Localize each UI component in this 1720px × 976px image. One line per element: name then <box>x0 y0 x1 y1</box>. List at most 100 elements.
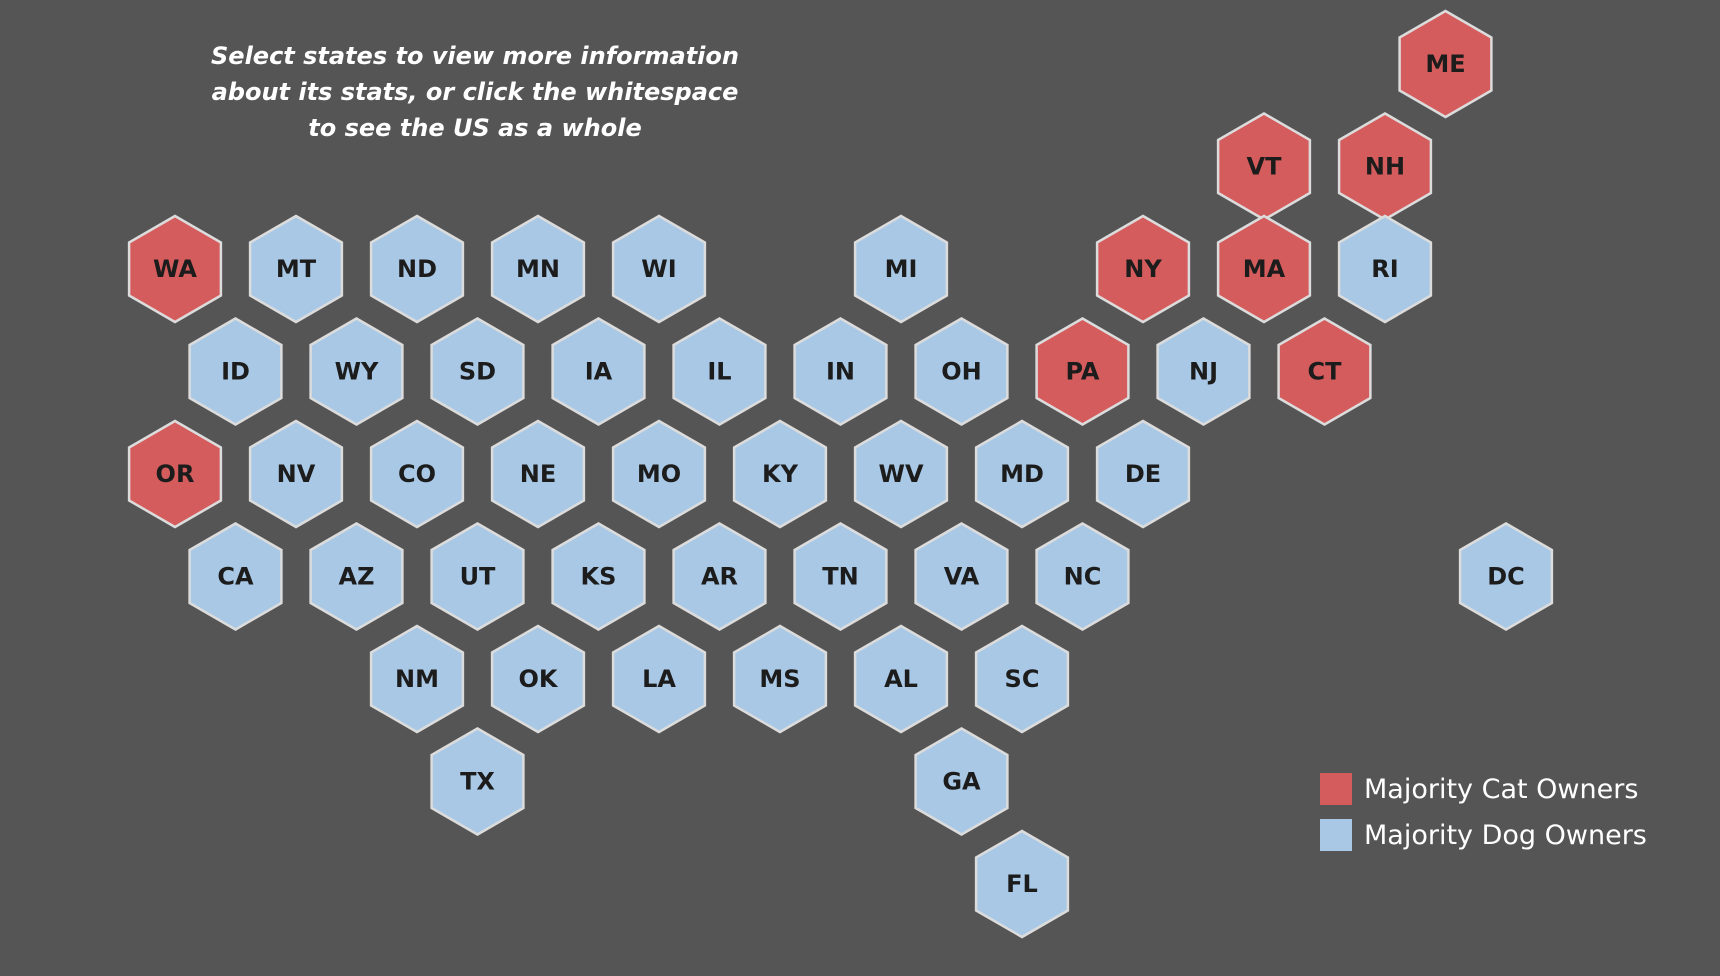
state-hex-ct[interactable]: CT <box>1277 317 1372 426</box>
state-hex-shape[interactable] <box>672 522 767 631</box>
state-hex-pa[interactable]: PA <box>1035 317 1130 426</box>
state-hex-shape[interactable] <box>309 317 404 426</box>
state-hex-ar[interactable]: AR <box>672 522 767 631</box>
state-hex-mo[interactable]: MO <box>611 419 707 529</box>
state-hex-shape[interactable] <box>1398 9 1493 119</box>
state-hex-shape[interactable] <box>611 624 707 734</box>
state-hex-shape[interactable] <box>188 317 283 426</box>
state-hex-shape[interactable] <box>914 727 1009 836</box>
state-hex-shape[interactable] <box>490 214 586 324</box>
state-hex-tx[interactable]: TX <box>430 727 525 836</box>
state-hex-shape[interactable] <box>551 522 646 631</box>
state-hex-ut[interactable]: UT <box>430 522 525 631</box>
state-hex-shape[interactable] <box>974 829 1070 939</box>
state-hex-sc[interactable]: SC <box>974 624 1070 734</box>
state-hex-ks[interactable]: KS <box>551 522 646 631</box>
state-hex-ma[interactable]: MA <box>1216 214 1312 324</box>
state-hex-shape[interactable] <box>974 624 1070 734</box>
state-hex-sd[interactable]: SD <box>430 317 525 426</box>
state-hex-wy[interactable]: WY <box>309 317 404 426</box>
state-hex-la[interactable]: LA <box>611 624 707 734</box>
state-hex-shape[interactable] <box>914 317 1009 426</box>
state-hex-wa[interactable]: WA <box>127 214 223 324</box>
state-hex-wi[interactable]: WI <box>611 214 707 324</box>
state-hex-shape[interactable] <box>551 317 646 426</box>
state-hex-shape[interactable] <box>430 317 525 426</box>
state-hex-oh[interactable]: OH <box>914 317 1009 426</box>
state-hex-shape[interactable] <box>1035 317 1130 426</box>
state-hex-me[interactable]: ME <box>1398 9 1493 119</box>
state-hex-shape[interactable] <box>369 624 465 734</box>
state-hex-shape[interactable] <box>1216 112 1312 221</box>
state-hex-or[interactable]: OR <box>127 419 223 529</box>
state-hex-vt[interactable]: VT <box>1216 112 1312 221</box>
state-hex-al[interactable]: AL <box>853 624 949 734</box>
state-hex-id[interactable]: ID <box>188 317 283 426</box>
state-hex-shape[interactable] <box>1337 214 1433 324</box>
state-hex-shape[interactable] <box>732 419 828 529</box>
state-hex-shape[interactable] <box>1095 419 1191 529</box>
state-hex-ca[interactable]: CA <box>188 522 283 631</box>
state-hex-shape[interactable] <box>430 727 525 836</box>
state-hex-shape[interactable] <box>430 522 525 631</box>
state-hex-shape[interactable] <box>1216 214 1312 324</box>
state-hex-in[interactable]: IN <box>793 317 888 426</box>
state-hex-shape[interactable] <box>188 522 283 631</box>
state-hex-mt[interactable]: MT <box>248 214 344 324</box>
state-hex-nv[interactable]: NV <box>248 419 344 529</box>
state-hex-ok[interactable]: OK <box>490 624 586 734</box>
state-hex-ms[interactable]: MS <box>732 624 828 734</box>
state-hex-dc[interactable]: DC <box>1458 522 1554 631</box>
state-hex-shape[interactable] <box>611 419 707 529</box>
state-hex-shape[interactable] <box>732 624 828 734</box>
state-hex-shape[interactable] <box>793 522 888 631</box>
state-hex-nh[interactable]: NH <box>1337 112 1433 221</box>
state-hex-mi[interactable]: MI <box>853 214 949 324</box>
state-hex-shape[interactable] <box>1095 214 1191 324</box>
state-hex-de[interactable]: DE <box>1095 419 1191 529</box>
state-hex-shape[interactable] <box>1035 522 1130 631</box>
state-hex-shape[interactable] <box>974 419 1070 529</box>
state-hex-nc[interactable]: NC <box>1035 522 1130 631</box>
state-hex-ny[interactable]: NY <box>1095 214 1191 324</box>
state-hex-co[interactable]: CO <box>369 419 465 529</box>
state-hex-tn[interactable]: TN <box>793 522 888 631</box>
state-hex-shape[interactable] <box>309 522 404 631</box>
state-hex-az[interactable]: AZ <box>309 522 404 631</box>
state-hex-fl[interactable]: FL <box>974 829 1070 939</box>
state-hex-shape[interactable] <box>1156 317 1251 426</box>
state-hex-shape[interactable] <box>611 214 707 324</box>
state-hex-va[interactable]: VA <box>914 522 1009 631</box>
state-hex-mn[interactable]: MN <box>490 214 586 324</box>
state-hex-shape[interactable] <box>1277 317 1372 426</box>
state-hex-wv[interactable]: WV <box>853 419 949 529</box>
state-hex-shape[interactable] <box>369 419 465 529</box>
state-hex-shape[interactable] <box>672 317 767 426</box>
state-hex-il[interactable]: IL <box>672 317 767 426</box>
state-hex-nm[interactable]: NM <box>369 624 465 734</box>
legend-label-cat: Majority Cat Owners <box>1364 773 1639 805</box>
state-hex-shape[interactable] <box>127 419 223 529</box>
state-hex-shape[interactable] <box>127 214 223 324</box>
state-hex-nd[interactable]: ND <box>369 214 465 324</box>
state-hex-ne[interactable]: NE <box>490 419 586 529</box>
state-hex-shape[interactable] <box>490 624 586 734</box>
state-hex-shape[interactable] <box>490 419 586 529</box>
state-hex-shape[interactable] <box>369 214 465 324</box>
state-hex-shape[interactable] <box>914 522 1009 631</box>
state-hex-shape[interactable] <box>248 419 344 529</box>
state-hex-shape[interactable] <box>853 624 949 734</box>
state-hex-shape[interactable] <box>1458 522 1554 631</box>
state-hex-shape[interactable] <box>1337 112 1433 221</box>
state-hex-ri[interactable]: RI <box>1337 214 1433 324</box>
state-hex-ia[interactable]: IA <box>551 317 646 426</box>
state-hex-nj[interactable]: NJ <box>1156 317 1251 426</box>
state-hex-shape[interactable] <box>853 214 949 324</box>
state-hex-shape[interactable] <box>793 317 888 426</box>
state-hex-shape[interactable] <box>853 419 949 529</box>
state-hex-md[interactable]: MD <box>974 419 1070 529</box>
state-hex-shape[interactable] <box>248 214 344 324</box>
state-hex-ga[interactable]: GA <box>914 727 1009 836</box>
state-hex-ky[interactable]: KY <box>732 419 828 529</box>
